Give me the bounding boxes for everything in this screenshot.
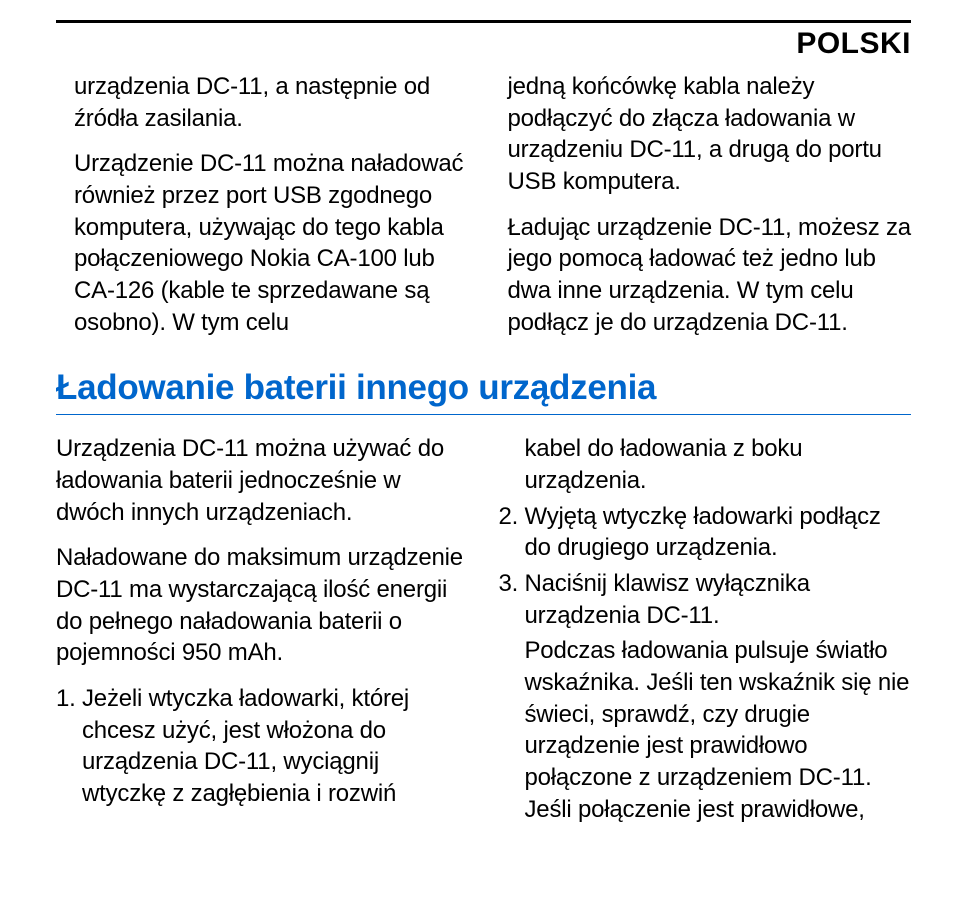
paragraph: Ładując urządzenie DC-11, możesz za jego… (508, 212, 912, 339)
section2-columns: Urządzenia DC-11 można używać do ładowan… (56, 433, 911, 829)
page-content: POLSKI urządzenia DC-11, a następnie od … (0, 0, 959, 829)
paragraph: Urządzenia DC-11 można używać do ładowan… (56, 433, 469, 528)
paragraph: Urządzenie DC-11 można naładować również… (74, 148, 478, 338)
language-label: POLSKI (56, 27, 911, 61)
paragraph: jedną końcówkę kabla należy podłączyć do… (508, 71, 912, 198)
list-continuation: Podczas ładowania pulsuje światło wskaźn… (525, 635, 912, 825)
section2-right-column: kabel do ładowania z boku urządzenia. 2.… (499, 433, 912, 829)
section1-right-column: jedną końcówkę kabla należy podłączyć do… (508, 71, 912, 352)
list-item-1: 1. Jeżeli wtyczka ładowarki, której chce… (56, 683, 469, 810)
paragraph: urządzenia DC-11, a następnie od źródła … (74, 71, 478, 134)
list-text: Jeżeli wtyczka ładowarki, której chcesz … (82, 683, 469, 810)
list-item-2: 2. Wyjętą wtyczkę ładowarki podłącz do d… (499, 501, 912, 564)
list-number: 2. (499, 501, 525, 564)
list-text: Naciśnij klawisz wyłącznika urządzenia D… (525, 568, 912, 631)
list-number: 1. (56, 683, 82, 810)
heading-rule (56, 414, 911, 415)
section2-left-column: Urządzenia DC-11 można używać do ładowan… (56, 433, 469, 829)
section1-left-column: urządzenia DC-11, a następnie od źródła … (56, 71, 478, 352)
paragraph: Naładowane do maksimum urządzenie DC-11 … (56, 542, 469, 669)
list-continuation: kabel do ładowania z boku urządzenia. (525, 433, 912, 496)
section-heading: Ładowanie baterii innego urządzenia (56, 368, 911, 408)
section1-columns: urządzenia DC-11, a następnie od źródła … (56, 71, 911, 352)
header-rule (56, 20, 911, 23)
list-item-3: 3. Naciśnij klawisz wyłącznika urządzeni… (499, 568, 912, 631)
list-text: Wyjętą wtyczkę ładowarki podłącz do drug… (525, 501, 912, 564)
list-number: 3. (499, 568, 525, 631)
